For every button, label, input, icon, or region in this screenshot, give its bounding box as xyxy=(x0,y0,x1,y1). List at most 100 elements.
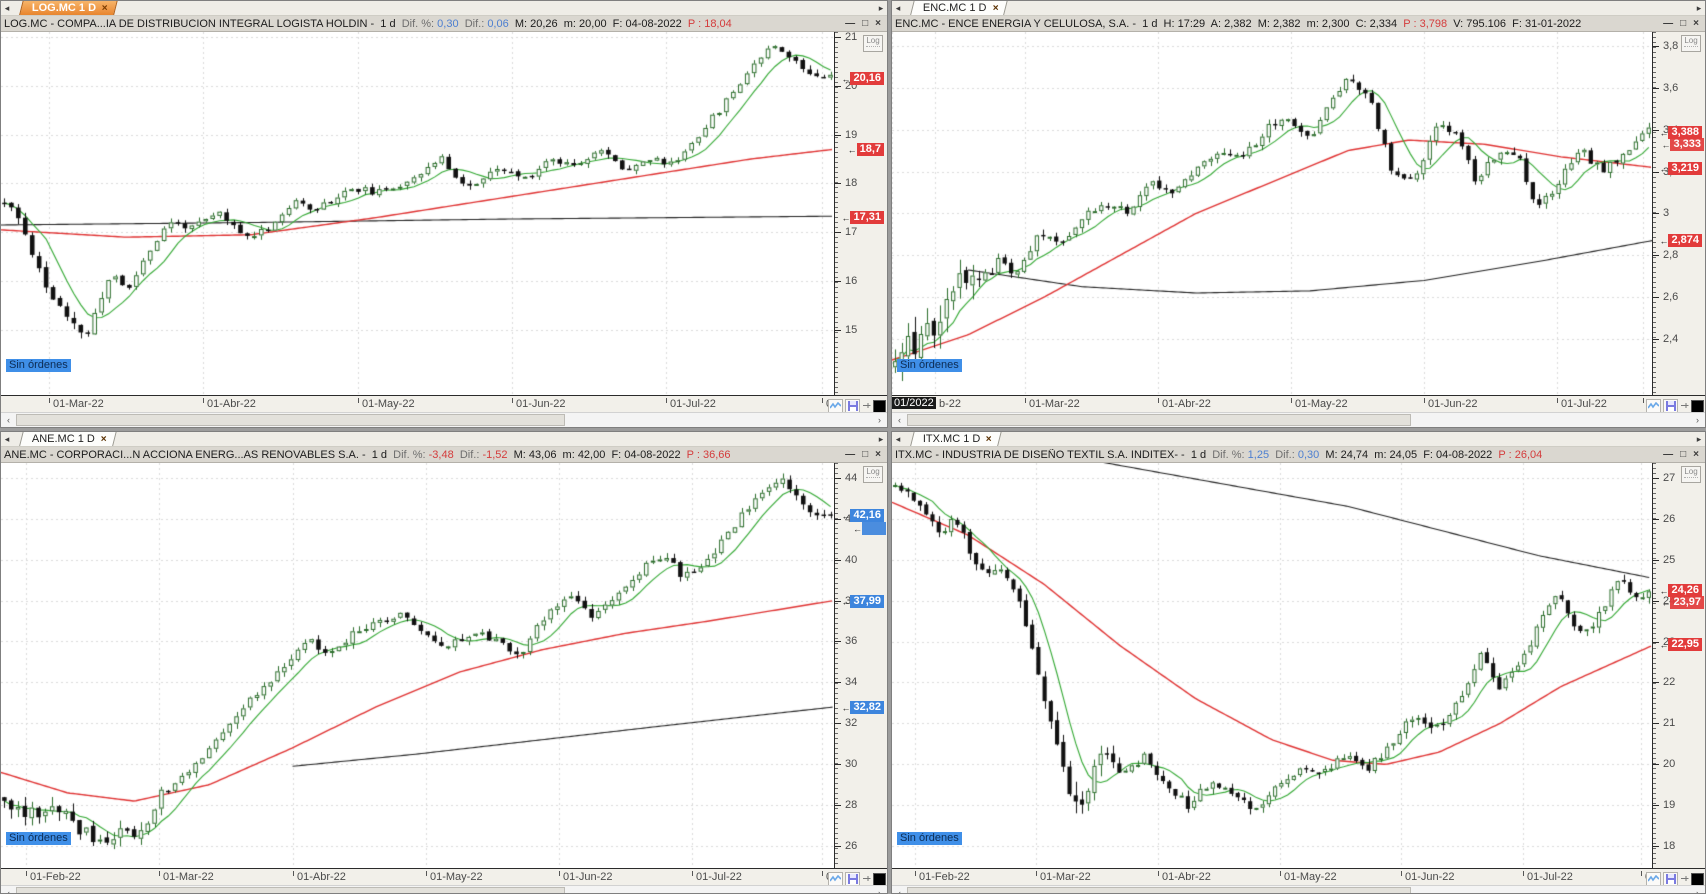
tag-arrow-icon: ← xyxy=(1661,597,1671,608)
date-label: 01-Feb-22 xyxy=(915,871,970,883)
date-axis[interactable]: 01-Feb-22 01-Mar-22 01-Abr-22 01-May-22 01-J… xyxy=(1,868,887,885)
candlestick-chart[interactable] xyxy=(1,32,834,395)
log-scale-button[interactable]: Log xyxy=(1681,466,1701,483)
close-button[interactable]: × xyxy=(1693,17,1699,29)
tab-scroll-left-icon[interactable]: ◂ xyxy=(4,434,10,444)
pin-icon[interactable] xyxy=(862,870,871,885)
axis-tick xyxy=(835,232,841,234)
wave-style-icon[interactable] xyxy=(1646,399,1661,412)
scroll-left-icon[interactable]: ‹ xyxy=(7,415,10,425)
maximize-button[interactable]: □ xyxy=(1680,17,1687,29)
scroll-left-icon[interactable]: ‹ xyxy=(898,415,901,425)
scroll-right-icon[interactable]: › xyxy=(1696,415,1699,425)
title-segment: Dif. %: xyxy=(393,448,429,461)
maximize-button[interactable]: □ xyxy=(862,17,869,29)
tab-close-icon[interactable]: × xyxy=(102,2,108,14)
tab-ane-mc[interactable]: ANE.MC 1 D × xyxy=(19,432,117,446)
wave-style-icon[interactable] xyxy=(828,872,843,885)
axis-tick xyxy=(1653,477,1659,479)
scrollbar-thumb[interactable] xyxy=(907,414,1412,426)
horizontal-scrollbar[interactable]: ‹ › xyxy=(1,412,887,427)
corner-square-icon[interactable] xyxy=(873,399,886,412)
axis-tick xyxy=(1653,805,1659,807)
tab-scroll-left-icon[interactable]: ◂ xyxy=(4,3,10,13)
log-scale-button[interactable]: Log xyxy=(1681,35,1701,52)
horizontal-scrollbar[interactable]: ‹ › xyxy=(892,885,1705,893)
corner-square-icon[interactable] xyxy=(873,872,886,885)
wave-style-icon[interactable] xyxy=(828,399,843,412)
corner-square-icon[interactable] xyxy=(1691,872,1704,885)
save-icon[interactable] xyxy=(845,399,860,412)
candlestick-chart[interactable] xyxy=(1,463,834,868)
scroll-right-icon[interactable]: › xyxy=(1696,888,1699,893)
candlestick-chart[interactable] xyxy=(892,463,1652,868)
log-scale-button[interactable]: Log xyxy=(863,466,883,483)
date-axis[interactable]: 01-Mar-22 01-Abr-22 01-May-22 01-Jun-22 01-J… xyxy=(1,395,887,412)
scroll-left-icon[interactable]: ‹ xyxy=(898,888,901,893)
minimize-button[interactable]: — xyxy=(1663,17,1674,29)
tab-itx-mc[interactable]: ITX.MC 1 D × xyxy=(910,432,1003,446)
date-label: 01-May-22 xyxy=(1291,398,1348,410)
tab-label: LOG.MC 1 D xyxy=(31,2,97,14)
date-axis[interactable]: 01/2022 b-22 01-Mar-22 01-Abr-22 01-May-22 01… xyxy=(892,395,1705,412)
maximize-button[interactable]: □ xyxy=(862,448,869,460)
chart-title: LOG.MC - COMPA...IA DE DISTRIBUCION INTE… xyxy=(1,18,835,30)
tab-close-icon[interactable]: × xyxy=(100,433,107,445)
minimize-button[interactable]: — xyxy=(845,17,856,29)
save-icon[interactable] xyxy=(845,872,860,885)
title-segment: P : 36,66 xyxy=(686,448,731,461)
tab-scroll-right-icon[interactable]: ▸ xyxy=(878,434,884,444)
price-axis[interactable]: Log 2726252423222120191823,97←24,26←22,9… xyxy=(1652,463,1705,868)
close-button[interactable]: × xyxy=(875,448,881,460)
scroll-left-icon[interactable]: ‹ xyxy=(7,888,10,893)
tab-close-icon[interactable]: × xyxy=(986,433,993,445)
pin-icon[interactable] xyxy=(1680,397,1689,412)
tab-enc-mc[interactable]: ENC.MC 1 D × xyxy=(910,1,1009,15)
tab-scroll-left-icon[interactable]: ◂ xyxy=(895,3,901,13)
scrollbar-thumb[interactable] xyxy=(16,887,566,893)
save-icon[interactable] xyxy=(1663,872,1678,885)
tab-scroll-right-icon[interactable]: ▸ xyxy=(1696,434,1702,444)
minimize-button[interactable]: — xyxy=(1663,448,1674,460)
title-segment: -3,48 xyxy=(428,448,454,461)
axis-tick xyxy=(1653,171,1659,173)
price-tag: 3,219 ← xyxy=(1659,161,1702,175)
axis-tick xyxy=(1653,600,1659,602)
price-axis[interactable]: Log 3,83,63,43,232,82,62,43,333←3,388←3,… xyxy=(1652,32,1705,395)
tab-scroll-right-icon[interactable]: ▸ xyxy=(1696,3,1702,13)
date-axis[interactable]: 01-Feb-22 01-Mar-22 01-Abr-22 01-May-22 01-J… xyxy=(892,868,1705,885)
date-label: 01-Abr-22 xyxy=(293,871,346,883)
scroll-right-icon[interactable]: › xyxy=(878,415,881,425)
window-controls: — □ × xyxy=(1653,17,1705,31)
scroll-right-icon[interactable]: › xyxy=(878,888,881,893)
axis-tick-label: 36 xyxy=(845,635,858,648)
horizontal-scrollbar[interactable]: ‹ › xyxy=(892,412,1705,427)
minimize-button[interactable]: — xyxy=(845,448,856,460)
title-segment: 1,25 xyxy=(1247,448,1270,461)
scrollbar-thumb[interactable] xyxy=(16,414,566,426)
log-scale-button[interactable]: Log xyxy=(863,35,883,52)
title-segment: V: 795.106 F: 31-01-2022 xyxy=(1447,17,1582,30)
pin-icon[interactable] xyxy=(1680,870,1689,885)
close-button[interactable]: × xyxy=(875,17,881,29)
title-segment: Dif.: xyxy=(1269,448,1298,461)
scrollbar-thumb[interactable] xyxy=(907,887,1412,893)
axis-tick-label: 3 xyxy=(1663,207,1670,220)
pin-icon[interactable] xyxy=(862,397,871,412)
price-axis[interactable]: Log 21 20 19 18 17 16 15 20,16 ← 18,7 ← 17,31 ← xyxy=(834,31,887,395)
close-button[interactable]: × xyxy=(1693,448,1699,460)
chart-window-ane: ◂ ANE.MC 1 D × ▸ ANE.MC - CORPORACI...N … xyxy=(0,431,888,894)
horizontal-scrollbar[interactable]: ‹ › xyxy=(1,885,887,893)
candlestick-chart[interactable] xyxy=(892,32,1652,395)
tab-close-icon[interactable]: × xyxy=(992,2,999,14)
corner-square-icon[interactable] xyxy=(1691,399,1704,412)
save-icon[interactable] xyxy=(1663,399,1678,412)
wave-style-icon[interactable] xyxy=(1646,872,1661,885)
title-segment: 0,06 xyxy=(487,17,509,30)
title-segment: M: 20,26 m: 20,00 F: 04-08-2022 xyxy=(508,17,688,30)
tab-log-mc[interactable]: LOG.MC 1 D × xyxy=(19,1,118,15)
price-axis[interactable]: Log 44424038363432302826←42,16←37,99←32,… xyxy=(834,463,887,868)
maximize-button[interactable]: □ xyxy=(1680,448,1687,460)
tab-scroll-left-icon[interactable]: ◂ xyxy=(895,434,901,444)
tab-scroll-right-icon[interactable]: ▸ xyxy=(878,3,884,13)
